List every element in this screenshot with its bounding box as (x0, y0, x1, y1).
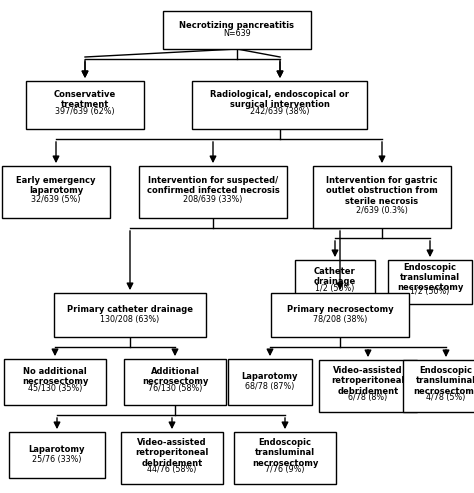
Text: N=639: N=639 (223, 29, 251, 38)
Text: Primary catheter drainage: Primary catheter drainage (67, 305, 193, 314)
Bar (139, 166, 287, 218)
Bar (228, 359, 312, 405)
Text: 7/76 (9%): 7/76 (9%) (265, 465, 305, 474)
Text: 208/639 (33%): 208/639 (33%) (183, 195, 243, 204)
Text: Endoscopic
transluminal
necrosectomy: Endoscopic transluminal necrosectomy (413, 366, 474, 396)
Text: Video-assisted
retroperitoneal
debridement: Video-assisted retroperitoneal debrideme… (135, 438, 209, 468)
Text: Endoscopic
transluminal
necrosectomy: Endoscopic transluminal necrosectomy (397, 263, 463, 292)
Text: Intervention for suspected/
confirmed infected necrosis: Intervention for suspected/ confirmed in… (146, 176, 279, 195)
Text: 32/639 (5%): 32/639 (5%) (31, 195, 81, 204)
Text: 1/2 (50%): 1/2 (50%) (315, 283, 355, 293)
Bar (234, 432, 336, 484)
Text: 242/639 (38%): 242/639 (38%) (250, 107, 310, 116)
Bar (124, 359, 226, 405)
Text: Primary necrosectomy: Primary necrosectomy (287, 305, 393, 314)
Text: 68/78 (87%): 68/78 (87%) (246, 382, 295, 391)
Bar (388, 260, 472, 304)
Text: Laparotomy: Laparotomy (242, 372, 298, 381)
Text: 44/76 (58%): 44/76 (58%) (147, 465, 197, 474)
Text: Catheter
drainage: Catheter drainage (314, 267, 356, 286)
Text: Endoscopic
transluminal
necrosectomy: Endoscopic transluminal necrosectomy (252, 438, 318, 468)
Bar (192, 81, 367, 129)
Text: Video-assisted
retroperitoneal
debridement: Video-assisted retroperitoneal debrideme… (331, 366, 405, 396)
Text: Intervention for gastric
outlet obstruction from
sterile necrosis: Intervention for gastric outlet obstruct… (326, 176, 438, 206)
Bar (121, 432, 223, 484)
Text: 6/78 (8%): 6/78 (8%) (348, 393, 388, 402)
Text: 1/2 (50%): 1/2 (50%) (410, 287, 450, 296)
Bar (319, 360, 417, 412)
Bar (9, 432, 105, 478)
Text: Early emergency
laparotomy: Early emergency laparotomy (16, 176, 96, 195)
Text: 4/78 (5%): 4/78 (5%) (426, 393, 465, 402)
Text: 45/130 (35%): 45/130 (35%) (28, 384, 82, 393)
Text: 397/639 (62%): 397/639 (62%) (55, 107, 115, 116)
Text: Laparotomy: Laparotomy (29, 445, 85, 454)
Bar (313, 166, 451, 228)
Bar (2, 166, 110, 218)
Bar (271, 293, 409, 337)
Bar (4, 359, 106, 405)
Text: 2/639 (0.3%): 2/639 (0.3%) (356, 206, 408, 215)
Text: Necrotizing pancreatitis: Necrotizing pancreatitis (180, 21, 294, 30)
Text: 76/130 (58%): 76/130 (58%) (148, 384, 202, 393)
Text: Additional
necrosectomy: Additional necrosectomy (142, 367, 208, 386)
Text: Conservative
treatment: Conservative treatment (54, 90, 116, 109)
Bar (163, 11, 311, 49)
Text: 25/76 (33%): 25/76 (33%) (32, 455, 82, 464)
Text: Radiological, endoscopical or
surgical intervention: Radiological, endoscopical or surgical i… (210, 90, 349, 109)
Bar (295, 260, 375, 304)
Text: 78/208 (38%): 78/208 (38%) (313, 315, 367, 324)
Bar (403, 360, 474, 412)
Text: No additional
necrosectomy: No additional necrosectomy (22, 367, 88, 386)
Text: 130/208 (63%): 130/208 (63%) (100, 315, 160, 324)
Bar (26, 81, 144, 129)
Bar (54, 293, 206, 337)
